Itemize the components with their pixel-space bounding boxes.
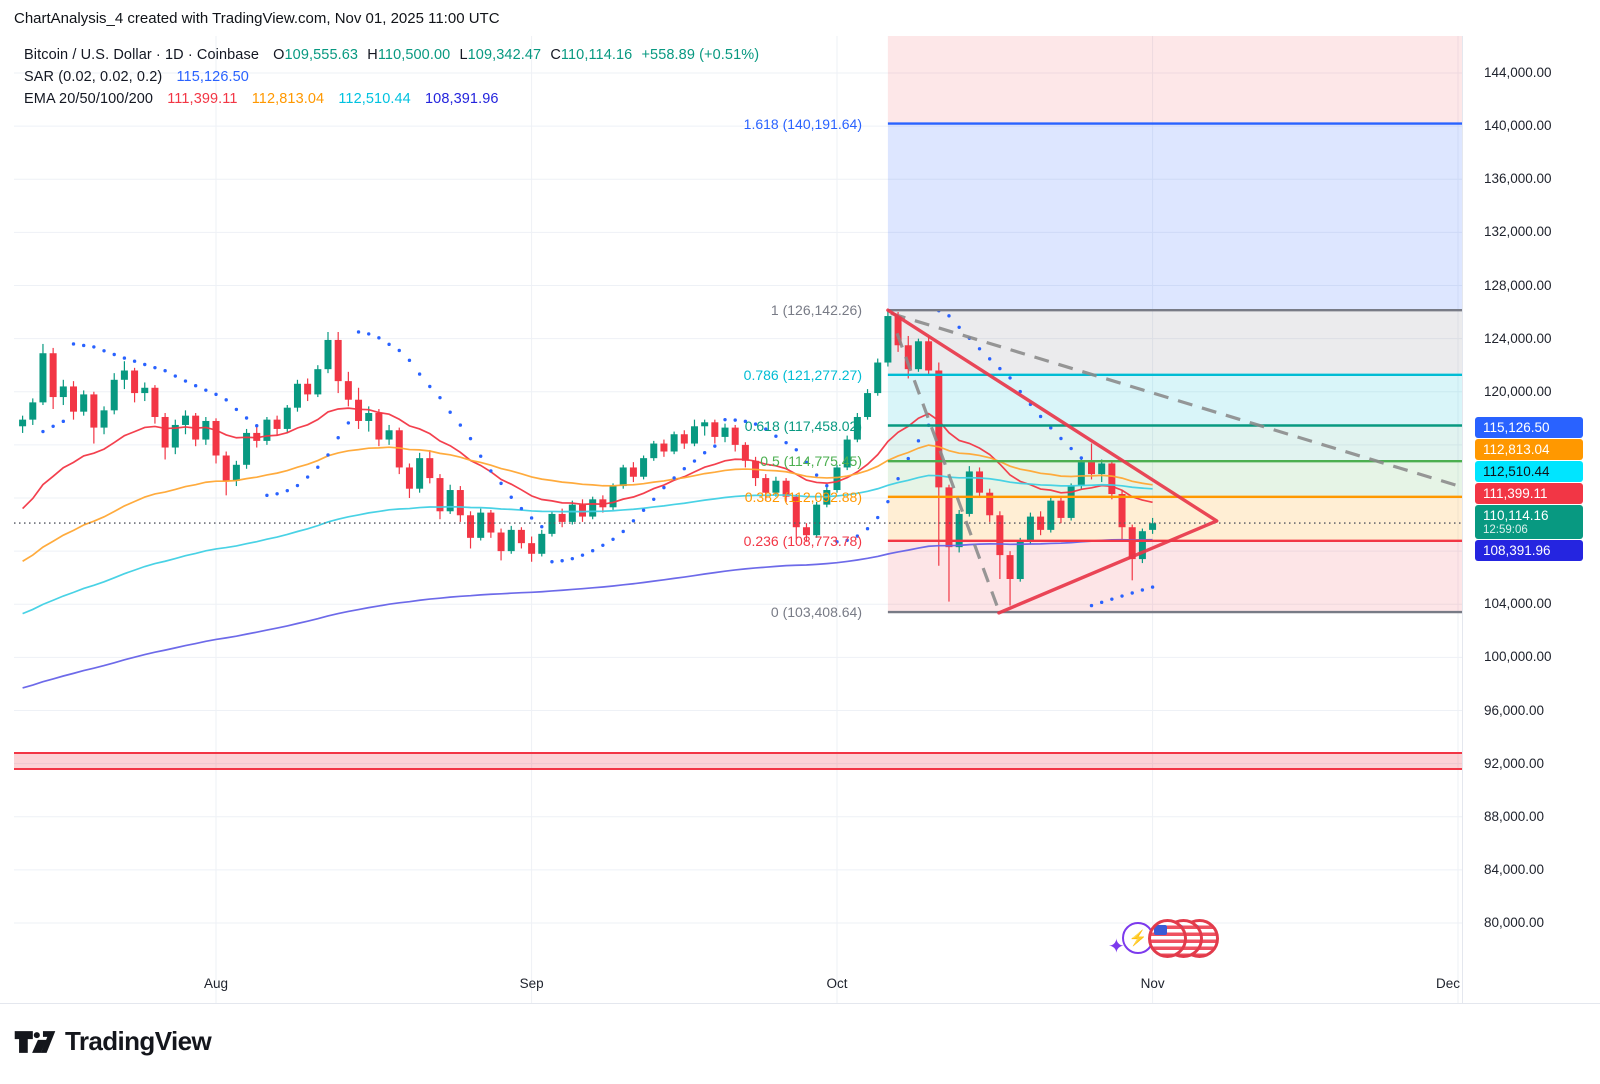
legend-sar-row[interactable]: SAR (0.02, 0.02, 0.2) 115,126.50 [24, 69, 249, 85]
price-badge-ema50-value: 112,813.04 [1475, 439, 1583, 460]
price-scale-label: 92,000.00 [1484, 755, 1545, 771]
fib-label-1: 1 (126,142.26) [770, 302, 862, 319]
price-scale-label: 136,000.00 [1484, 171, 1552, 187]
ohlc-low-label: L [459, 47, 468, 63]
ohlc-high-label: H [367, 47, 378, 63]
legend-symbol-row[interactable]: Bitcoin / U.S. Dollar · 1D · Coinbase O1… [24, 47, 759, 63]
price-scale-label: 84,000.00 [1484, 861, 1545, 877]
price-scale-label: 80,000.00 [1484, 915, 1545, 930]
sar-indicator-value: 115,126.50 [176, 69, 249, 85]
change-value: +558.89 (+0.51%) [641, 47, 760, 63]
price-scale-label: 128,000.00 [1484, 277, 1552, 293]
sar-indicator-label: SAR (0.02, 0.02, 0.2) [24, 69, 163, 85]
time-axis-border [0, 1003, 1600, 1004]
price-scale-label: 144,000.00 [1484, 65, 1552, 80]
price-scale-label: 132,000.00 [1484, 224, 1552, 240]
time-scale-label-dec: Dec [1435, 976, 1461, 991]
tradingview-logo[interactable]: TradingView [14, 1026, 212, 1057]
ema20-legend-value: 111,399.11 [167, 91, 238, 107]
price-scale-label: 124,000.00 [1484, 330, 1552, 346]
ohlc-low-value: 109,342.47 [467, 47, 542, 63]
legend-ema-row[interactable]: EMA 20/50/100/200 111,399.11 112,813.04 … [24, 91, 499, 107]
fib-label-0_382: 0.382 (112,092.88) [744, 488, 862, 505]
tradingview-brand-text: TradingView [65, 1026, 212, 1056]
price-badge-ema200-value: 108,391.96 [1475, 540, 1583, 561]
price-axis-border [1462, 36, 1463, 1003]
ema100-legend-value: 112,510.44 [338, 91, 411, 107]
price-scale-label: 96,000.00 [1484, 702, 1545, 718]
price-scale-label: 100,000.00 [1484, 649, 1552, 665]
price-scale-label: 120,000.00 [1484, 383, 1552, 399]
price-badge-sar-value: 115,126.50 [1475, 417, 1583, 438]
tradingview-logo-icon [14, 1030, 56, 1053]
symbol-description: Bitcoin / U.S. Dollar · 1D · Coinbase [24, 47, 259, 63]
time-scale-label-sep: Sep [519, 976, 544, 991]
ohlc-close-label: C [550, 47, 561, 63]
ema50-legend-value: 112,813.04 [251, 91, 325, 107]
price-badge-ema20-value: 111,399.11 [1475, 483, 1583, 504]
time-scale-label-aug: Aug [204, 976, 229, 991]
fib-label-0: 0 (103,408.64) [770, 604, 862, 621]
fib-label-1_618: 1.618 (140,191.64) [743, 115, 862, 132]
price-badge-last-price: 110,114.16 12:59:06 [1475, 505, 1583, 539]
price-scale-label: 104,000.00 [1484, 596, 1552, 612]
ohlc-close-value: 110,114.16 [560, 47, 633, 63]
fib-label-0_236: 0.236 (108,773.78) [743, 532, 862, 549]
price-scale-label: 140,000.00 [1484, 118, 1552, 134]
fib-label-0_618: 0.618 (117,458.02) [744, 417, 862, 434]
time-scale-label-oct: Oct [826, 976, 848, 991]
time-scale-label-nov: Nov [1140, 976, 1165, 991]
fib-label-0_786: 0.786 (121,277.27) [743, 366, 862, 383]
flag-coin-icon [1148, 919, 1187, 958]
page-title: ChartAnalysis_4 created with TradingView… [14, 10, 500, 27]
sparkle-icon: ✦ [1108, 936, 1125, 958]
ohlc-open-label: O [273, 47, 285, 63]
price-badge-ema100-value: 112,510.44 [1475, 461, 1583, 482]
price-scale-label: 88,000.00 [1484, 808, 1545, 824]
ema200-legend-value: 108,391.96 [424, 91, 499, 107]
ohlc-open-value: 109,555.63 [284, 47, 359, 63]
fib-label-0_5: 0.5 (114,775.45) [760, 453, 862, 470]
countdown-timer: 12:59:06 [1483, 524, 1528, 536]
price-badges: 115,126.50 112,813.04 112,510.44 111,399.11… [1475, 417, 1583, 562]
ema-indicator-label: EMA 20/50/100/200 [24, 91, 154, 107]
ohlc-high-value: 110,500.00 [377, 47, 451, 63]
